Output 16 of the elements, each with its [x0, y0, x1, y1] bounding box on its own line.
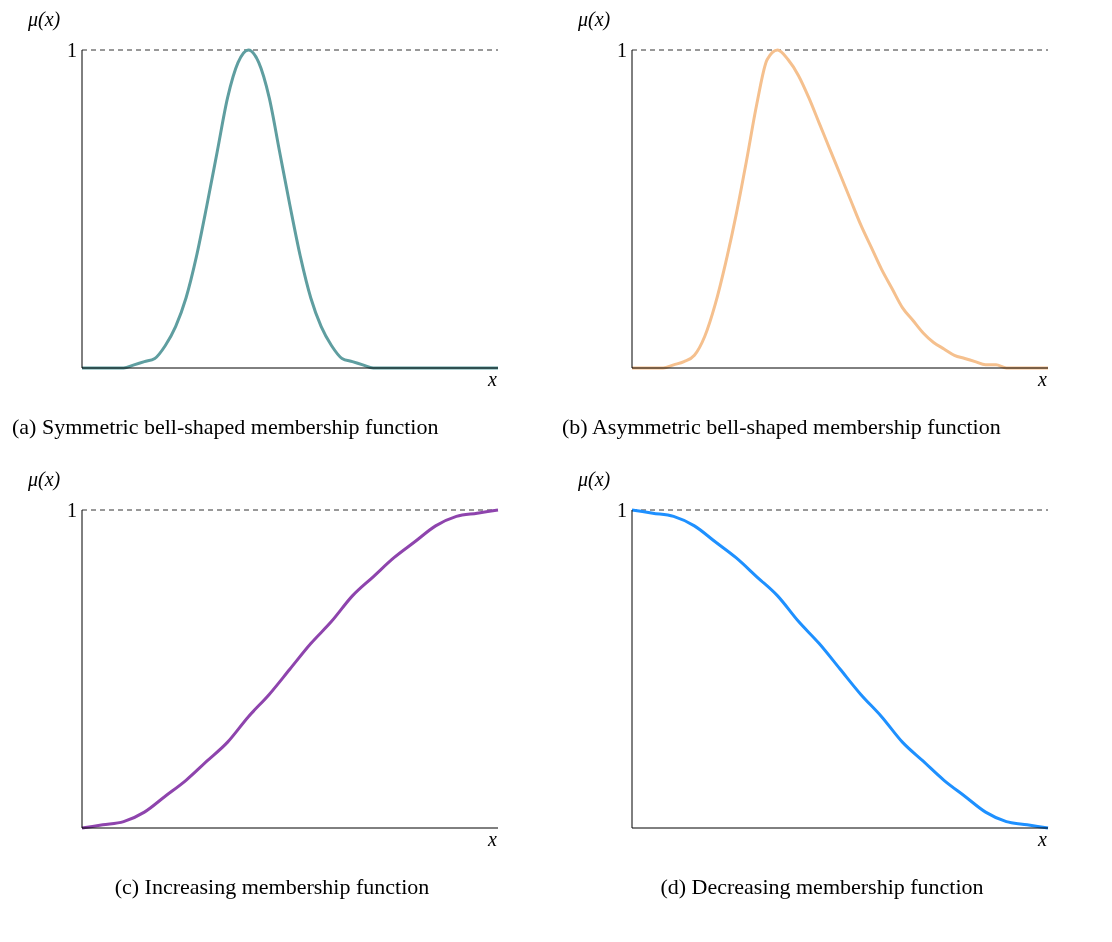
- x-axis-title: x: [488, 368, 497, 391]
- y-axis-title: μ(x): [578, 468, 611, 491]
- x-axis-title: x: [1038, 368, 1047, 391]
- ref-line-label: 1: [617, 499, 627, 522]
- ref-line-label: 1: [67, 39, 77, 62]
- y-axis-title: μ(x): [28, 8, 61, 31]
- text: (d) Decreasing membership function: [659, 874, 985, 900]
- ref-line-label: 1: [67, 499, 77, 522]
- text: (b) Asymmetric bell-shaped membership function: [562, 414, 1002, 440]
- x-axis-title: x: [488, 828, 497, 851]
- x-axis-title: x: [1038, 828, 1047, 851]
- text: (a) Symmetric bell-shaped membership function: [12, 414, 440, 440]
- ref-line-label: 1: [617, 39, 627, 62]
- text: (c) Increasing membership function: [113, 874, 431, 900]
- y-axis-title: μ(x): [578, 8, 611, 31]
- y-axis-title: μ(x): [28, 468, 61, 491]
